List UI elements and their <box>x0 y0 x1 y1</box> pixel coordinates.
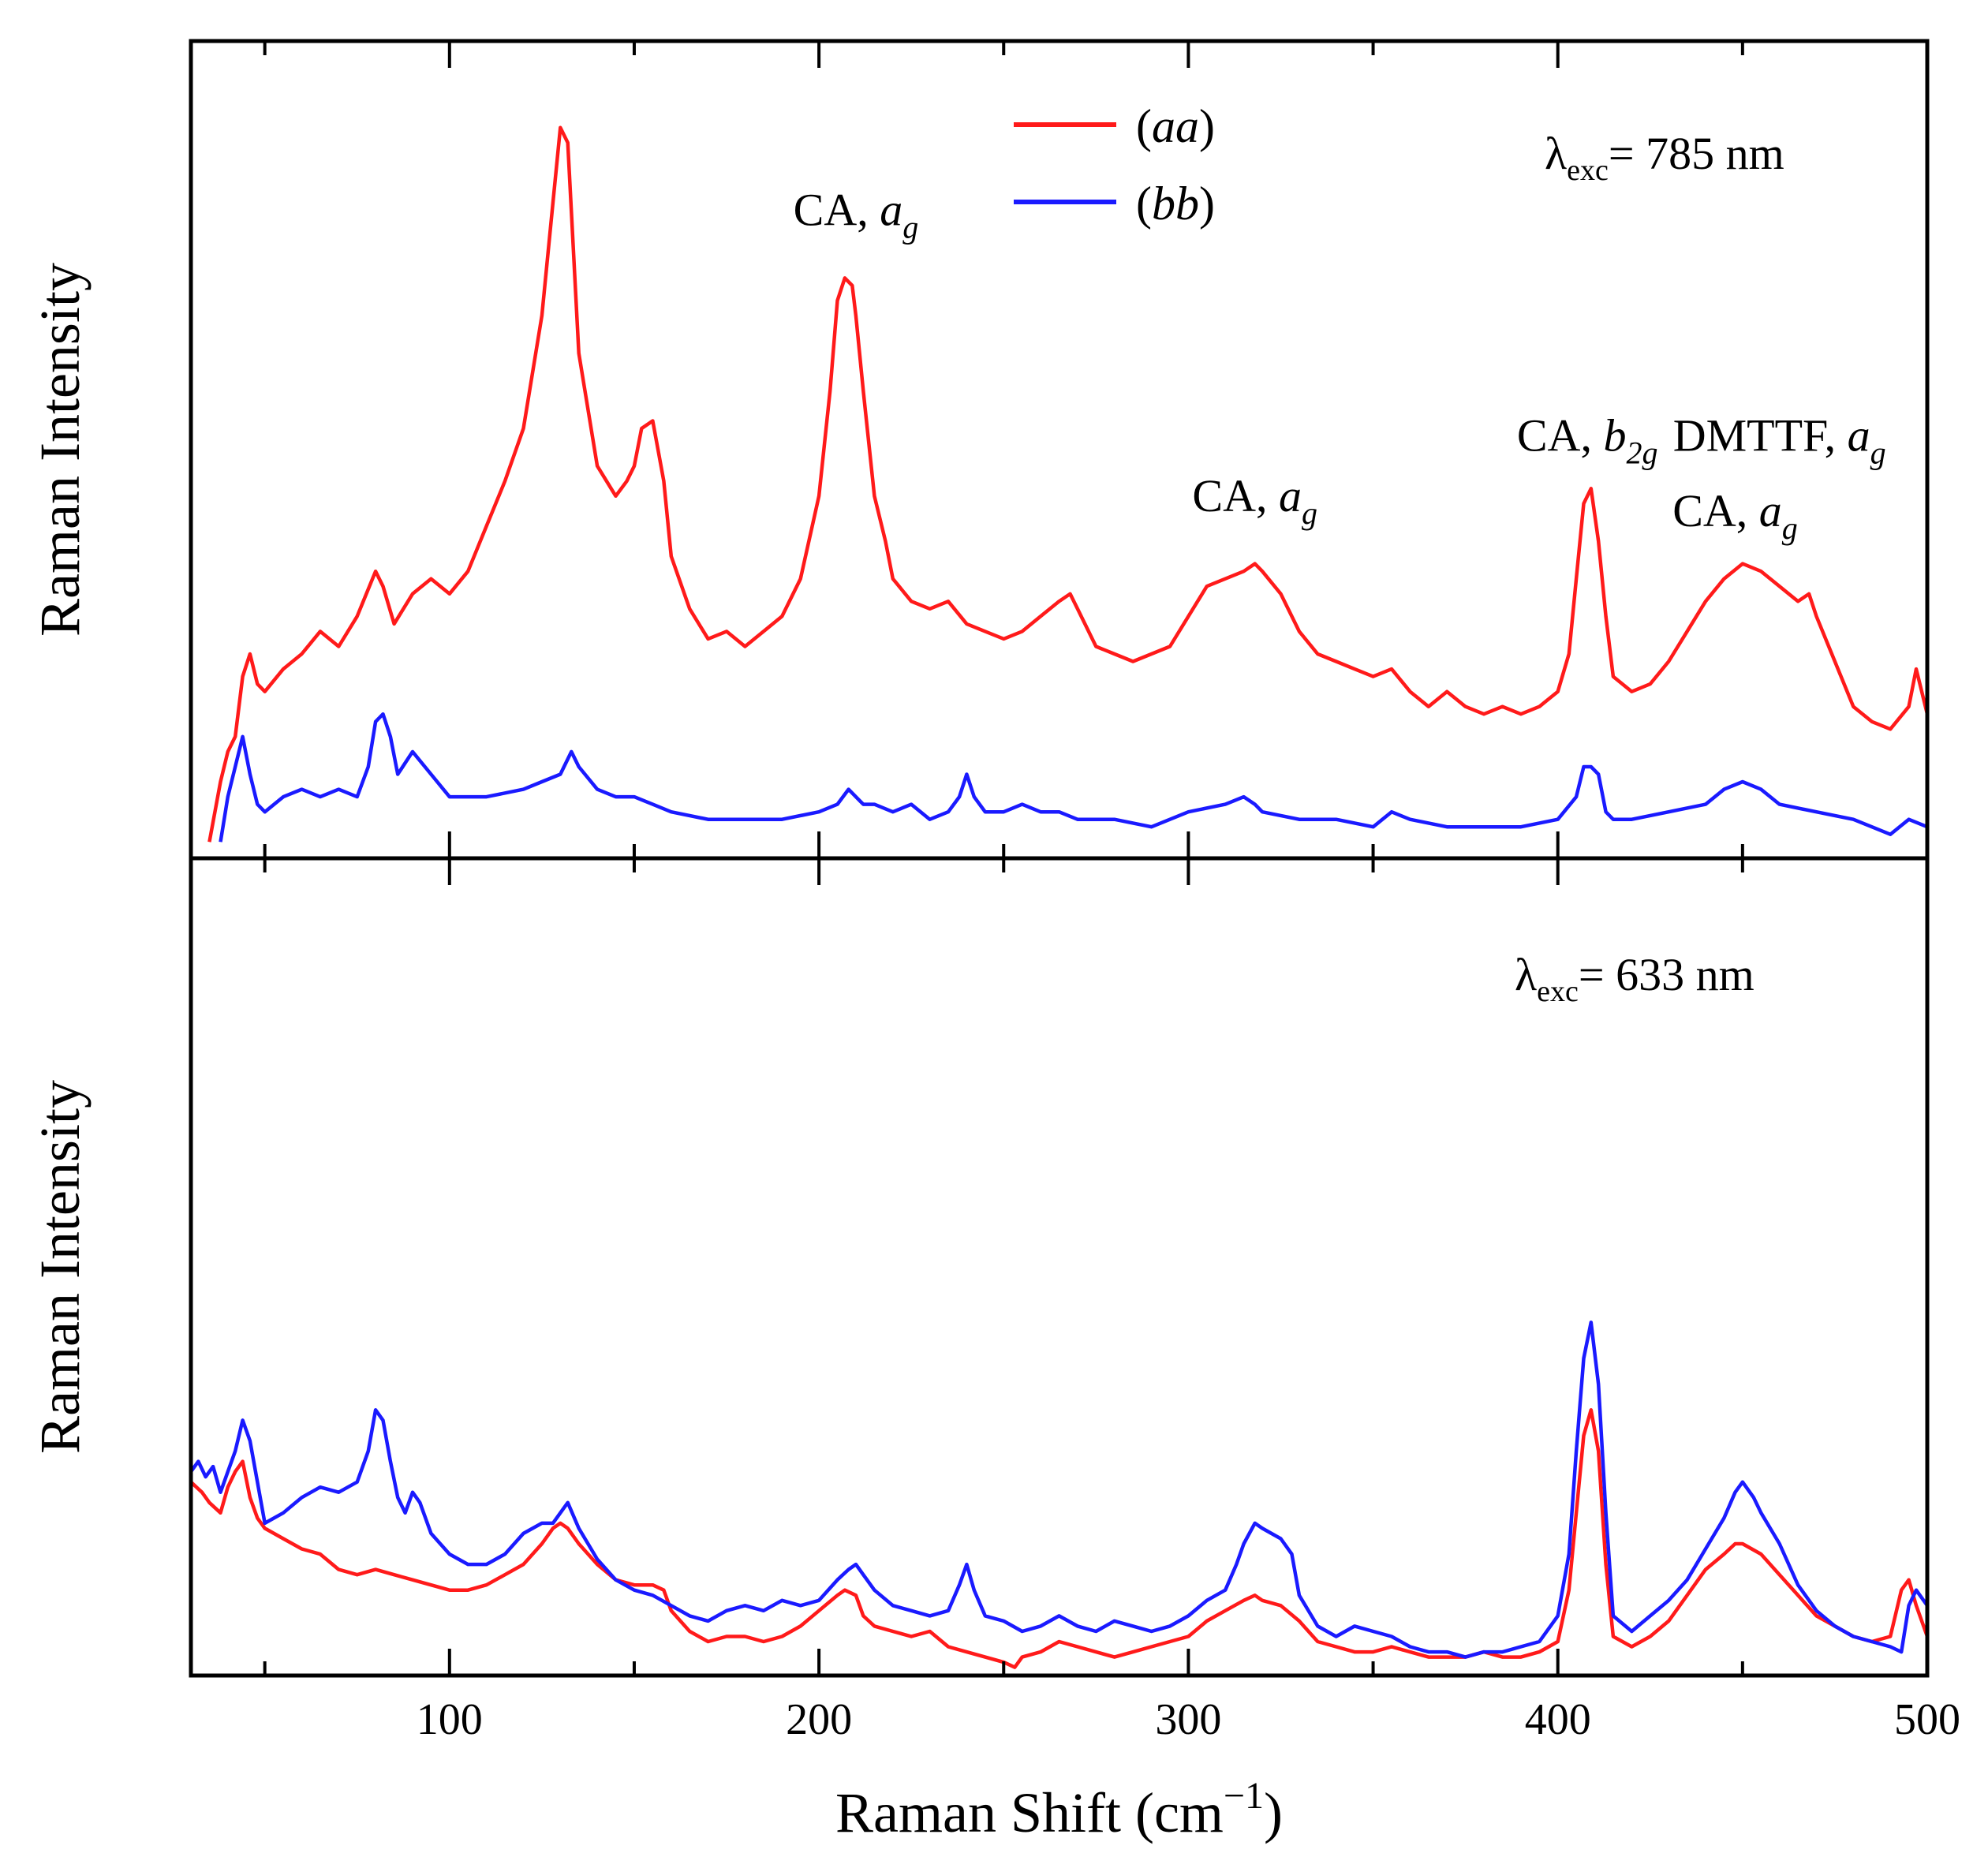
series-line-bb <box>219 712 1927 842</box>
excitation-label: λexc= 785 nm <box>1545 128 1784 187</box>
annotation-text: CA, <box>794 185 880 236</box>
excitation-label: λexc= 633 nm <box>1515 949 1754 1008</box>
series-line-bb <box>191 1321 1927 1659</box>
series-line-aa <box>191 1408 1927 1669</box>
legend-label: (bb) <box>1136 177 1215 230</box>
annotation-text: CA, <box>1192 470 1279 521</box>
legend-close: ) <box>1199 100 1215 152</box>
annotation-sub: g <box>1870 435 1886 471</box>
x-tick-label: 500 <box>1894 1695 1960 1744</box>
legend-close: ) <box>1199 177 1215 230</box>
x-axis-title-sup: −1 <box>1224 1775 1264 1817</box>
excitation-symbol: λ <box>1515 949 1537 1000</box>
excitation-sub: exc <box>1567 154 1609 187</box>
annotation-sub: g <box>1782 510 1798 546</box>
panel-bottom: Raman Intensity λexc= 633 nm 100 200 300 400 5… <box>28 856 1960 1844</box>
x-axis-title: Raman Shift (cm−1) <box>835 1775 1283 1844</box>
excitation-value: = 785 nm <box>1609 128 1784 179</box>
peak-annotation: CA, ag <box>1672 485 1798 546</box>
peak-annotation: CA, ag <box>794 185 919 245</box>
y-axis-title: Raman Intensity <box>28 263 92 637</box>
legend-italic: bb <box>1152 177 1199 230</box>
annotation-italic: a <box>1759 485 1782 536</box>
legend-label: (aa) <box>1136 100 1215 152</box>
x-axis-title-text: Raman Shift (cm <box>835 1781 1224 1844</box>
x-tick-label: 100 <box>417 1695 483 1744</box>
peak-annotation: CA, b2g <box>1517 410 1658 471</box>
annotation-sub: g <box>902 210 918 245</box>
series-line-aa <box>207 125 1927 842</box>
annotation-text: CA, <box>1517 410 1604 461</box>
peak-annotation: CA, ag <box>1192 470 1317 531</box>
legend-open: ( <box>1136 100 1152 152</box>
x-tick-label: 200 <box>786 1695 852 1744</box>
annotation-italic: a <box>1848 410 1870 461</box>
excitation-symbol: λ <box>1545 128 1567 179</box>
x-tick-label: 300 <box>1155 1695 1221 1744</box>
x-axis-title-close: ) <box>1264 1781 1283 1844</box>
excitation-value: = 633 nm <box>1579 949 1754 1000</box>
annotation-sub: g <box>1302 495 1317 531</box>
annotation-text: CA, <box>1672 485 1759 536</box>
plot-frame-bottom <box>189 856 1930 1678</box>
peak-annotation: DMTTF, ag <box>1673 410 1886 471</box>
x-tick-label: 400 <box>1525 1695 1591 1744</box>
annotation-text: DMTTF, <box>1673 410 1848 461</box>
legend-open: ( <box>1136 177 1152 230</box>
annotation-sub: 2g <box>1626 435 1657 471</box>
annotation-italic: a <box>1279 470 1302 521</box>
legend-italic: aa <box>1152 100 1199 152</box>
annotation-italic: b <box>1603 410 1626 461</box>
y-axis-title: Raman Intensity <box>28 1080 92 1454</box>
annotation-italic: a <box>880 185 902 236</box>
excitation-sub: exc <box>1537 975 1579 1008</box>
